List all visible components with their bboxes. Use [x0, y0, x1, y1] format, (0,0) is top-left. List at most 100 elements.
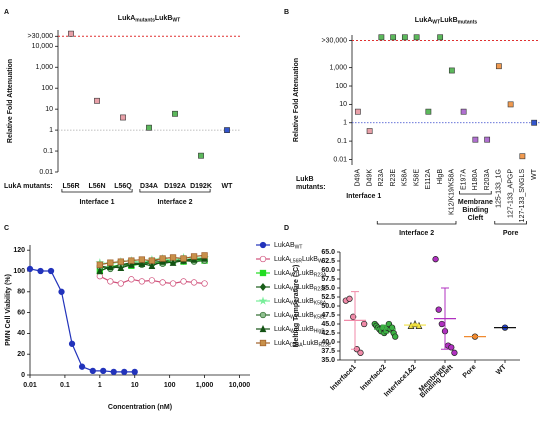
marker: [169, 258, 177, 266]
x-tick-label: 10,000: [229, 382, 251, 389]
legend-label: LukAWTLukBR23E: [274, 284, 327, 293]
y-tick-label: 0: [21, 372, 25, 379]
point: [94, 97, 100, 104]
y-tick-label: 1: [49, 127, 53, 134]
text-part: WT: [290, 287, 298, 293]
marker: [190, 279, 198, 286]
group-label: Binding: [462, 207, 488, 214]
legend-marker: [258, 296, 268, 305]
text-part: LukB: [298, 312, 314, 319]
y-axis-label: Melting Temperature (°C): [292, 265, 300, 348]
y-tick-label: >30,000: [28, 33, 54, 40]
point: [146, 124, 152, 131]
legend-label: LukAWTLukBK58E: [274, 312, 327, 321]
x-tick-label: 127-133_SNGLS: [519, 169, 526, 223]
text-part: R23E: [319, 343, 332, 349]
y-tick-label: 62.5: [321, 258, 335, 265]
x-tick-label: R203A: [484, 169, 491, 191]
x-tick-label: L56Q: [114, 183, 132, 190]
legend-marker: [259, 311, 267, 319]
text-part: K58E: [314, 315, 327, 321]
y-tick-label: 37.5: [321, 348, 335, 355]
text-part: LukB: [298, 284, 314, 291]
x-tick-label: D49K: [366, 169, 373, 187]
legend-label: LukABWT: [274, 242, 302, 251]
x-tick-label: Interface1: [329, 364, 357, 392]
marker: [392, 333, 399, 340]
x-tick-label: D192A: [164, 183, 186, 190]
point: [198, 152, 204, 159]
marker: [107, 259, 114, 266]
marker: [96, 261, 103, 268]
x-tick-label: 125-133_1G: [496, 169, 503, 208]
x-tick-label: D192K: [190, 183, 212, 190]
marker: [448, 344, 455, 351]
marker: [159, 255, 166, 262]
marker: [89, 367, 96, 374]
marker: [432, 256, 439, 263]
group-label: Cleft: [468, 215, 484, 222]
marker: [138, 278, 146, 285]
text-part: WT: [290, 315, 298, 321]
y-tick-label: 120: [13, 247, 25, 254]
x-tick-label: Interface1&2: [383, 364, 418, 399]
legend-marker: [259, 339, 267, 347]
marker: [68, 340, 76, 347]
text-part: R23E: [314, 287, 327, 293]
x-tick-label: K58E: [413, 169, 420, 186]
marker: [131, 368, 138, 376]
marker: [100, 367, 107, 374]
x-tick-label: 0.01: [23, 382, 37, 389]
panel-label: C: [4, 225, 9, 232]
y-tick-label: >30,000: [322, 37, 348, 44]
y-tick-label: 1: [343, 120, 347, 127]
x-tick-label: H180A: [472, 169, 479, 191]
marker: [357, 349, 364, 356]
text-part: HlgB: [314, 329, 326, 335]
text-part: R23A: [314, 273, 327, 279]
text-part: LukA: [274, 256, 290, 263]
point: [425, 108, 432, 115]
x-tick-label: L56N: [88, 183, 105, 190]
x-axis-label: mutants:: [296, 184, 326, 191]
text-part: L56R: [290, 259, 302, 265]
text-part: mutants: [135, 18, 155, 24]
marker: [435, 306, 442, 313]
marker: [128, 260, 135, 268]
y-tick-label: 0.01: [333, 156, 347, 163]
marker: [128, 276, 135, 283]
y-tick-label: 50.0: [321, 303, 335, 310]
marker: [169, 280, 177, 287]
point: [378, 34, 385, 41]
point: [472, 136, 479, 143]
point: [390, 34, 397, 41]
marker: [117, 258, 125, 265]
x-tick-label: 1,000: [196, 382, 214, 389]
marker: [26, 265, 34, 273]
y-tick-label: 20: [17, 351, 25, 358]
marker: [106, 262, 114, 270]
text-part: WT: [432, 20, 441, 26]
text-part: LukA: [274, 326, 290, 333]
y-tick-label: 40: [17, 330, 25, 337]
y-tick-label: 1,000: [35, 64, 53, 71]
group-bracket: [376, 221, 457, 225]
x-tick-label: K12/K19/K58A: [449, 169, 456, 215]
x-tick-label: L56R: [62, 183, 79, 190]
marker: [117, 280, 125, 287]
x-tick-label: WT: [531, 168, 538, 180]
text-part: mutants: [458, 20, 478, 26]
point: [413, 34, 420, 41]
marker: [438, 320, 446, 328]
text-part: LukB: [302, 256, 318, 263]
marker: [96, 266, 104, 275]
legend-label: LukAWTLukBK58A: [274, 298, 327, 307]
text-part: LukA: [274, 298, 290, 305]
legend-label: LukAWTLukBR23A: [274, 270, 327, 279]
panel-label: D: [284, 225, 289, 232]
y-tick-label: 35.0: [321, 357, 335, 364]
point: [507, 101, 514, 108]
marker: [107, 278, 114, 285]
y-tick-label: 60: [17, 309, 25, 316]
